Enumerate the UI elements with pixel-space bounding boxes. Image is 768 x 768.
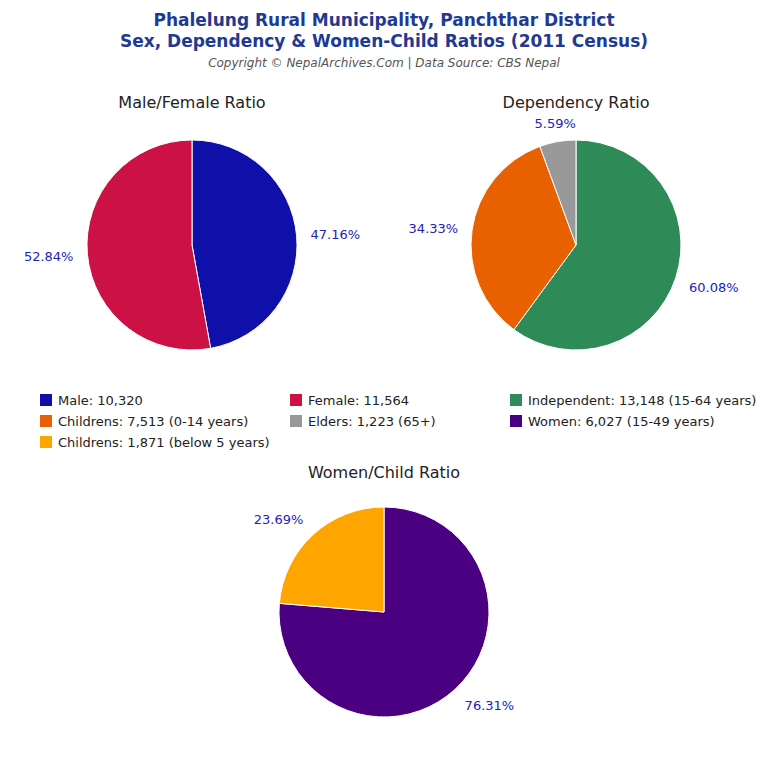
data-label: 52.84%: [24, 249, 74, 264]
data-label: 34.33%: [409, 221, 459, 236]
legend-entry: Women: 6,027 (15-49 years): [528, 414, 715, 429]
pie-slice: [540, 140, 576, 245]
legend-swatch: [510, 394, 522, 406]
legend-swatch: [40, 436, 52, 448]
data-label: 5.59%: [535, 116, 576, 131]
pie-slice: [87, 140, 211, 350]
data-label: 47.16%: [311, 227, 361, 242]
data-label: 60.08%: [689, 280, 739, 295]
background: [0, 0, 768, 768]
legend-swatch: [510, 415, 522, 427]
legend-entry: Elders: 1,223 (65+): [308, 414, 436, 429]
legend-entry: Childrens: 7,513 (0-14 years): [58, 414, 248, 429]
pie-chart: Dependency Ratio 60.08% 34.33% 5.59%: [409, 93, 739, 350]
legend-swatch: [290, 394, 302, 406]
legend-swatch: [40, 415, 52, 427]
legend-swatch: [40, 394, 52, 406]
legend-entry: Female: 11,564: [308, 393, 409, 408]
pie-chart: Male/Female Ratio 47.16% 52.84%: [24, 93, 360, 350]
title: Phalelung Rural Municipality, Panchthar …: [153, 10, 614, 30]
legend-entry: Independent: 13,148 (15-64 years): [528, 393, 756, 408]
pie-chart: Women/Child Ratio 76.31% 23.69%: [254, 463, 514, 717]
legend-entry: Male: 10,320: [58, 393, 143, 408]
legend: Male: 10,320 Female: 11,564 Independent: 1…: [40, 393, 756, 450]
pie-slice: [192, 140, 297, 348]
chart-container: Phalelung Rural Municipality, Panchthar …: [0, 0, 768, 768]
pie-slice: [279, 507, 489, 717]
pie-title: Dependency Ratio: [503, 93, 650, 112]
legend-entry: Childrens: 1,871 (below 5 years): [58, 435, 270, 450]
annotation: Copyright © NepalArchives.Com | Data Sou…: [208, 56, 560, 70]
pie-title: Women/Child Ratio: [308, 463, 460, 482]
legend-swatch: [290, 415, 302, 427]
chart-svg: Phalelung Rural Municipality, Panchthar …: [0, 0, 768, 768]
data-label: 23.69%: [254, 512, 304, 527]
subtitle: Sex, Dependency & Women-Child Ratios (20…: [120, 31, 648, 51]
data-label: 76.31%: [465, 698, 515, 713]
pie-title: Male/Female Ratio: [118, 93, 265, 112]
